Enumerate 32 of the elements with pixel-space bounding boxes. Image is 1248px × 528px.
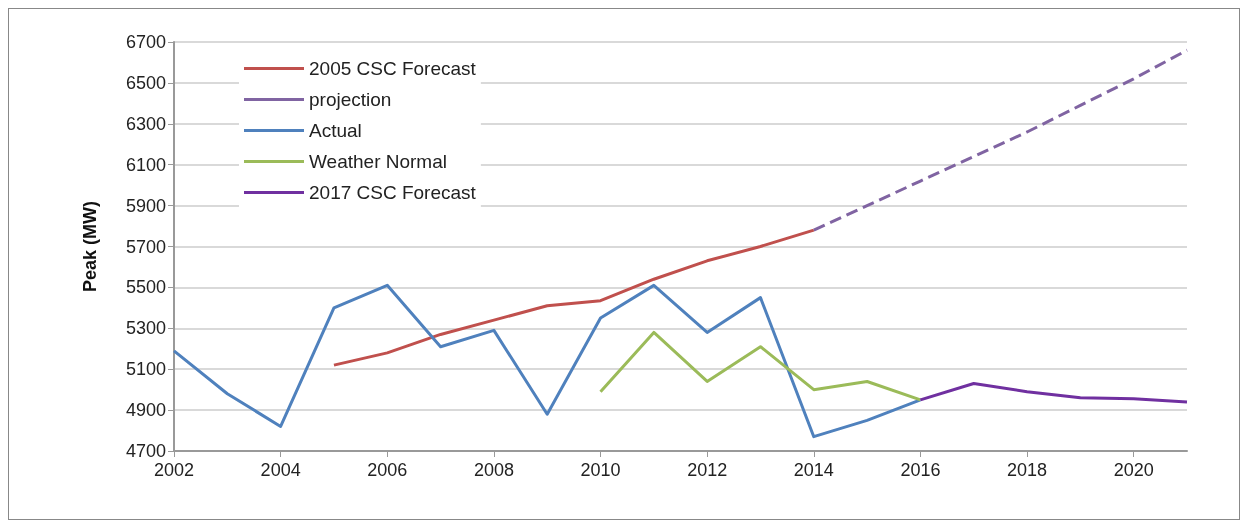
x-tick-label: 2018	[1007, 460, 1048, 480]
legend-label: 2017 CSC Forecast	[309, 182, 477, 203]
legend-label: projection	[309, 89, 392, 110]
y-tick-label: 5900	[125, 195, 166, 216]
x-tick-label: 2010	[580, 460, 621, 480]
y-tick-label: 5700	[125, 236, 166, 257]
y-tick-label: 4900	[125, 400, 166, 421]
y-tick-label: 6100	[125, 154, 166, 175]
line-series	[332, 228, 816, 367]
line-series	[918, 382, 1189, 404]
y-tick-label: 5500	[125, 277, 166, 298]
y-tick-label: 5100	[125, 359, 166, 380]
line-series	[172, 283, 922, 439]
legend-label: 2005 CSC Forecast	[309, 58, 477, 79]
x-tick-label: 2008	[473, 460, 514, 480]
x-tick-label: 2012	[687, 460, 728, 480]
x-tick-label: 2016	[900, 460, 941, 480]
x-tick-label: 2020	[1113, 460, 1154, 480]
x-tick-label: 2002	[153, 460, 195, 480]
x-tick-label: 2014	[793, 460, 834, 480]
y-tick-label: 6700	[125, 32, 166, 52]
y-axis-title: Peak (MW)	[80, 200, 100, 293]
x-tick-label: 2004	[260, 460, 301, 480]
legend-label: Weather Normal	[309, 151, 447, 172]
x-tick-label: 2006	[367, 460, 408, 480]
line-series	[812, 48, 1189, 232]
y-tick-label: 5300	[125, 318, 166, 339]
legend-label: Actual	[309, 120, 362, 141]
y-tick-label: 6300	[125, 113, 166, 134]
line-series	[599, 330, 922, 402]
y-tick-label: 6500	[125, 72, 166, 93]
y-tick-label: 4700	[125, 441, 166, 461]
